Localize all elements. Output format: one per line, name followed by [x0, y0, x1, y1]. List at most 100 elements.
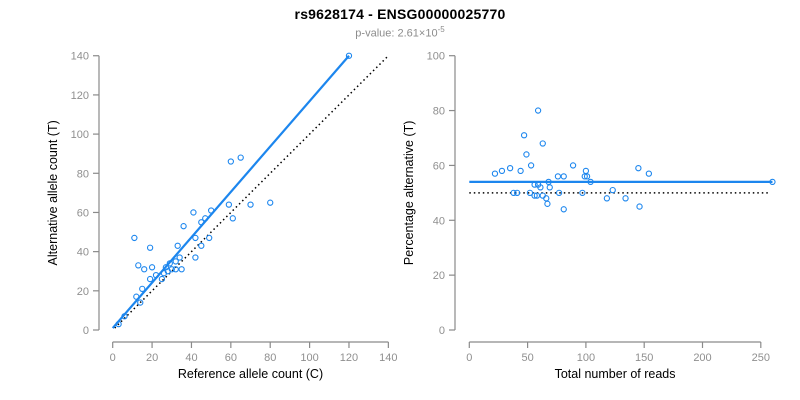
data-point: [139, 285, 146, 293]
x-tick-label: 60: [225, 352, 237, 364]
data-point: [345, 52, 353, 59]
fit-line: [111, 55, 350, 329]
subtitle-pvalue-text: p-value: 2.61×10: [355, 27, 438, 40]
y-tick-label: 100: [71, 129, 89, 141]
data-point: [498, 167, 506, 175]
data-point: [192, 254, 199, 261]
data-point: [546, 184, 553, 191]
data-point: [146, 244, 154, 251]
subtitle-exponent: -5: [437, 25, 445, 34]
data-point: [131, 234, 138, 242]
data-point: [267, 199, 274, 206]
data-point: [531, 192, 538, 199]
y-tick-label: 120: [71, 90, 89, 102]
chart-header: rs9628174 - ENSG00000025770 p-value: 2.6…: [0, 0, 800, 40]
y-tick-label: 40: [77, 247, 89, 259]
data-point: [560, 173, 567, 180]
y-tick-label: 20: [77, 286, 89, 298]
data-point: [544, 200, 551, 207]
y-tick-label: 100: [427, 51, 445, 63]
y-tick-label: 60: [77, 207, 89, 219]
data-point: [174, 242, 181, 249]
data-point: [645, 170, 653, 177]
y-tick-label: 40: [433, 215, 445, 227]
data-point: [520, 132, 528, 139]
x-axis-title: Reference allele count (C): [178, 367, 323, 381]
data-point: [587, 178, 594, 186]
data-point: [569, 162, 577, 169]
x-tick-label: 140: [379, 352, 397, 364]
allele-counts-scatter: 0 20 40 60 80 100 120 140 0 20 40 60 80 100 120 140 Refe…: [46, 51, 398, 381]
identity-line: [114, 55, 389, 329]
data-point: [192, 234, 199, 242]
x-tick-label: 0: [110, 352, 116, 364]
data-point: [115, 320, 122, 328]
data-point: [543, 195, 550, 202]
x-tick-label: 200: [693, 352, 711, 364]
data-point: [190, 209, 197, 216]
data-point: [539, 192, 546, 199]
data-point: [526, 189, 534, 196]
data-point: [491, 170, 499, 177]
data-point: [506, 165, 514, 172]
y-tick-label: 0: [83, 325, 89, 337]
data-point: [229, 215, 236, 222]
data-point: [539, 140, 546, 147]
data-point: [225, 201, 233, 208]
data-point: [141, 266, 148, 273]
data-point: [158, 275, 166, 283]
x-tick-label: 150: [635, 352, 653, 364]
data-point: [133, 293, 140, 300]
data-point: [622, 195, 629, 202]
y-tick-label: 80: [77, 168, 89, 180]
data-point: [513, 189, 521, 196]
y-tick-label: 80: [433, 106, 445, 118]
data-point: [582, 167, 590, 175]
data-point: [534, 107, 542, 114]
y-tick-label: 140: [71, 51, 89, 63]
data-point: [537, 184, 544, 191]
data-point: [583, 173, 591, 180]
y-axis-title: Alternative allele count (T): [46, 120, 60, 265]
data-point: [603, 195, 611, 202]
data-point: [247, 201, 254, 208]
data-point: [531, 181, 538, 188]
y-tick-label: 60: [433, 160, 445, 172]
data-point: [533, 192, 541, 199]
data-point: [527, 162, 535, 169]
y-tick-label: 0: [439, 325, 445, 337]
data-point: [609, 186, 616, 194]
data-point: [176, 254, 183, 261]
y-tick-label: 20: [433, 270, 445, 282]
x-tick-label: 250: [752, 352, 770, 364]
x-tick-label: 80: [264, 352, 276, 364]
data-point: [148, 264, 156, 271]
x-tick-label: 100: [577, 352, 595, 364]
data-point: [517, 167, 524, 175]
data-point: [152, 271, 160, 279]
data-point: [198, 219, 205, 226]
data-point: [523, 151, 530, 158]
data-point: [121, 313, 128, 320]
data-point: [227, 158, 234, 165]
x-tick-label: 120: [340, 352, 358, 364]
data-point: [554, 173, 562, 180]
x-tick-label: 100: [300, 352, 318, 364]
data-point: [137, 299, 144, 306]
x-axis-title: Total number of reads: [555, 367, 676, 381]
chart-title: rs9628174 - ENSG00000025770: [294, 6, 506, 22]
data-point: [237, 154, 244, 161]
x-tick-label: 50: [521, 352, 533, 364]
data-point: [635, 165, 642, 172]
data-point: [560, 206, 567, 213]
x-tick-label: 20: [146, 352, 158, 364]
data-point: [207, 207, 215, 214]
y-axis-title: Percentage alternative (T): [402, 121, 416, 266]
data-point: [180, 223, 187, 230]
data-point: [168, 266, 175, 273]
data-point: [135, 262, 142, 269]
data-point: [146, 275, 154, 283]
data-point: [769, 178, 776, 186]
